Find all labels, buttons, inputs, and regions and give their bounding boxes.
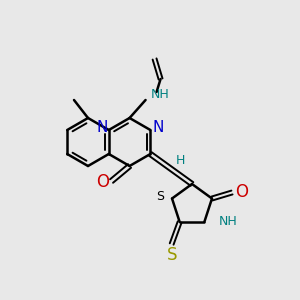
Text: S: S [167, 246, 177, 264]
Text: NH: NH [151, 88, 169, 100]
Text: NH: NH [218, 215, 237, 229]
Text: H: H [176, 154, 185, 167]
Text: N: N [96, 119, 107, 134]
Text: O: O [236, 182, 248, 200]
Text: S: S [156, 190, 164, 203]
Text: O: O [96, 173, 109, 191]
Text: N: N [153, 119, 164, 134]
